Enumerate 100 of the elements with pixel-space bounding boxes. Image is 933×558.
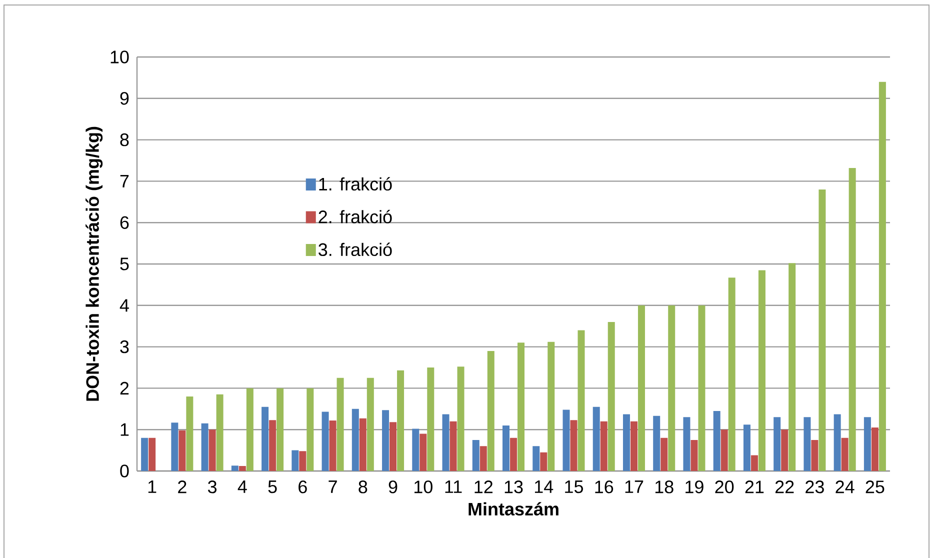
bar (788, 263, 796, 471)
x-tick-label: 23 (806, 480, 824, 494)
x-tick-label: 7 (328, 480, 337, 493)
bar (841, 438, 848, 471)
bar (246, 388, 254, 471)
bar (178, 430, 186, 471)
bar (698, 305, 706, 471)
bar (450, 421, 457, 471)
bar (502, 425, 510, 471)
x-tick-label: 5 (268, 480, 277, 494)
x-tick-label: 13 (504, 480, 523, 494)
bar (600, 421, 608, 471)
bar (690, 440, 698, 471)
bar (216, 394, 224, 471)
x-tick-label: 24 (836, 480, 854, 494)
legend-label: 2. frakció (318, 210, 392, 224)
x-tick-label: 20 (715, 480, 734, 494)
bar (622, 414, 630, 471)
y-axis-title: DON-toxin koncentráció (mg/kg) (86, 126, 103, 401)
x-tick-label: 15 (565, 480, 583, 494)
y-tick-label: 4 (120, 299, 129, 312)
bar (480, 446, 487, 471)
bar (299, 451, 306, 471)
bar (743, 424, 750, 471)
x-tick-label: 8 (358, 480, 368, 494)
x-tick-label: 9 (388, 480, 398, 494)
bar (592, 406, 600, 471)
bar (420, 434, 427, 471)
x-tick-label: 16 (595, 480, 614, 494)
bar (548, 342, 555, 471)
bar (811, 440, 818, 471)
bar (238, 466, 246, 471)
y-tick-label: 9 (120, 92, 129, 105)
bar (660, 438, 668, 471)
bar (638, 305, 645, 471)
x-tick-label: 19 (686, 480, 704, 494)
bar (653, 416, 660, 471)
x-tick-label: 18 (655, 480, 674, 494)
x-tick-label: 11 (445, 480, 462, 493)
bar (366, 378, 374, 471)
bar (487, 350, 494, 471)
bar (578, 330, 585, 471)
legend-label: 3. frakció (318, 242, 392, 256)
bar (472, 440, 480, 471)
bar (306, 388, 314, 471)
bar (562, 410, 570, 471)
x-tick-label: 21 (745, 480, 764, 494)
bar (148, 438, 156, 471)
bar (329, 420, 336, 471)
bar (231, 466, 238, 471)
bar (848, 168, 856, 471)
x-tick-label: 14 (534, 480, 554, 493)
bar (359, 418, 366, 471)
x-tick-label: 17 (625, 480, 644, 493)
bar (683, 417, 690, 471)
bar (608, 322, 615, 471)
x-tick-label: 10 (414, 480, 432, 494)
bar (390, 422, 397, 471)
bar (397, 370, 404, 471)
bar (442, 414, 450, 471)
bar (570, 420, 578, 471)
x-tick-label: 25 (866, 480, 884, 494)
bar (276, 388, 284, 471)
bar (186, 396, 194, 471)
x-tick-label: 1 (148, 480, 156, 493)
bar (630, 421, 638, 471)
bar (540, 452, 548, 471)
x-axis-title: Mintaszám (468, 502, 558, 516)
bar (171, 422, 178, 471)
bar (774, 417, 781, 471)
bar (864, 417, 871, 471)
bar (510, 438, 518, 471)
x-tick-label: 12 (474, 480, 492, 494)
y-tick-label: 5 (120, 258, 129, 270)
bar (269, 420, 276, 471)
y-tick-label: 3 (120, 340, 129, 354)
bar (781, 430, 788, 471)
legend-label: 1. frakció (319, 177, 392, 191)
bar (804, 417, 811, 471)
bar (834, 414, 841, 471)
bar (871, 428, 878, 471)
bar (382, 410, 390, 471)
bar (292, 450, 299, 471)
bar (818, 189, 826, 471)
bar (532, 446, 540, 471)
bar (336, 378, 344, 471)
x-tick-label: 3 (208, 480, 217, 494)
y-tick-label: 0 (120, 464, 129, 478)
bar (201, 423, 208, 471)
y-tick-label: 10 (110, 50, 129, 64)
bar (352, 408, 359, 471)
bar (427, 368, 434, 471)
bar (262, 406, 269, 471)
x-tick-label: 22 (775, 480, 794, 494)
x-tick-label: 2 (178, 480, 186, 494)
x-tick-label: 6 (298, 480, 307, 494)
bar (750, 455, 758, 471)
bar (713, 410, 720, 471)
x-tick-label: 4 (238, 480, 247, 493)
bar (518, 342, 525, 471)
